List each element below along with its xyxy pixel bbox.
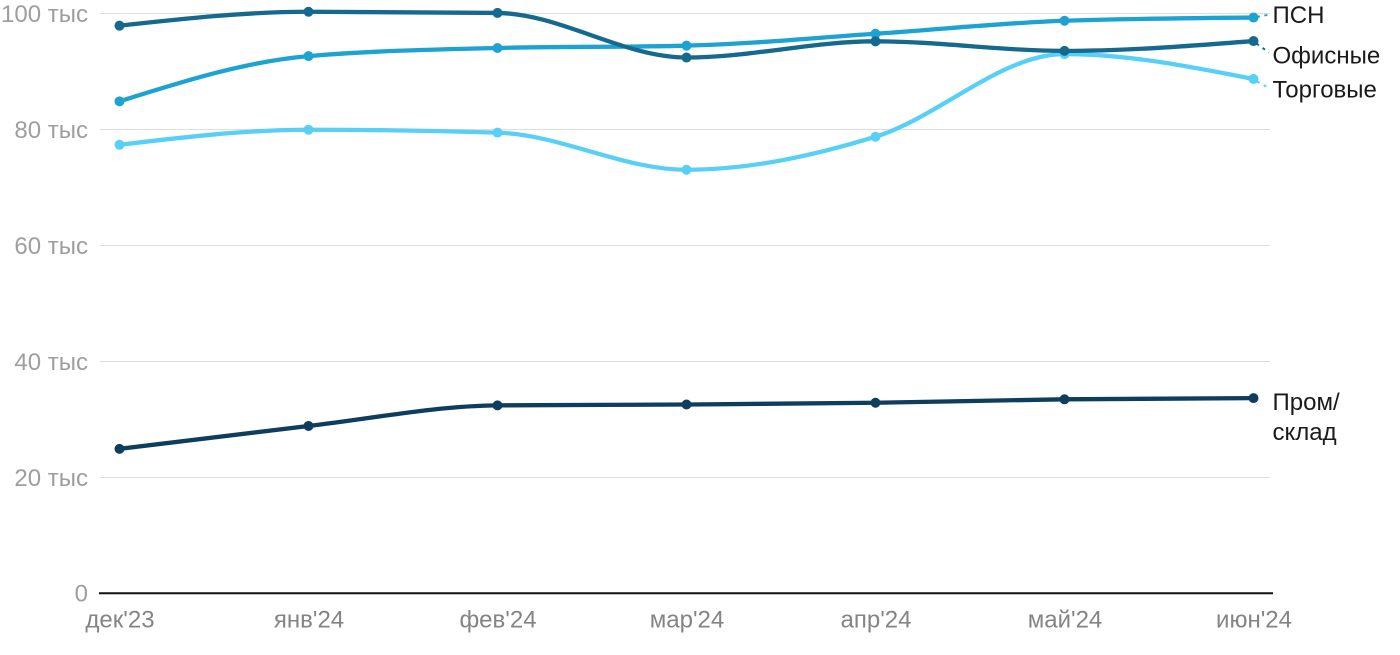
svg-text:40 тыс: 40 тыс — [14, 349, 88, 376]
svg-text:Офисные: Офисные — [1273, 42, 1381, 69]
svg-text:фев'24: фев'24 — [459, 607, 536, 634]
svg-text:0: 0 — [75, 581, 88, 608]
svg-text:май'24: май'24 — [1028, 607, 1103, 634]
svg-text:июн'24: июн'24 — [1216, 607, 1292, 634]
svg-text:20 тыс: 20 тыс — [14, 465, 88, 492]
svg-text:60 тыс: 60 тыс — [14, 233, 88, 260]
svg-text:100 тыс: 100 тыс — [1, 1, 88, 28]
svg-text:янв'24: янв'24 — [274, 607, 344, 634]
svg-text:Торговые: Торговые — [1273, 77, 1377, 104]
svg-text:апр'24: апр'24 — [841, 607, 912, 634]
svg-text:склад: склад — [1273, 419, 1337, 446]
svg-text:мар'24: мар'24 — [650, 607, 724, 634]
svg-text:Пром/: Пром/ — [1273, 389, 1340, 416]
svg-text:80 тыс: 80 тыс — [14, 117, 88, 144]
svg-text:дек'23: дек'23 — [85, 607, 154, 634]
svg-text:ПСН: ПСН — [1273, 2, 1325, 29]
